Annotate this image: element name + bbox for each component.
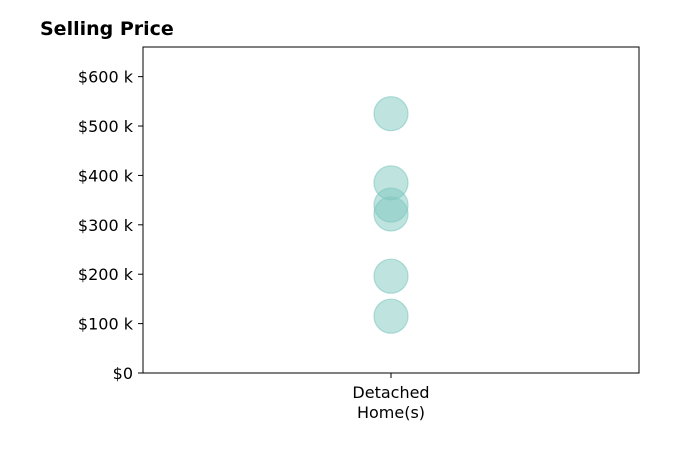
chart-title: Selling Price: [40, 18, 174, 40]
y-tick-label: $200 k: [78, 265, 134, 284]
data-point: [373, 96, 409, 132]
y-tick-label: $300 k: [78, 216, 134, 235]
y-tick-label: $400 k: [78, 166, 134, 185]
x-axis: Detached Home(s): [352, 373, 430, 422]
data-point: [373, 196, 409, 232]
y-tick-label: $0: [113, 364, 133, 383]
data-point: [373, 298, 409, 334]
y-tick-label: $100 k: [78, 315, 134, 334]
y-tick-label: $600 k: [78, 68, 134, 87]
y-tick-label: $500 k: [78, 117, 134, 136]
data-point: [373, 258, 409, 294]
x-tick-label: Detached Home(s): [352, 383, 429, 422]
points-layer: [373, 96, 409, 334]
y-axis: $0 $100 k $200 k $300 k $400 k $500 k $600 k: [78, 68, 143, 383]
